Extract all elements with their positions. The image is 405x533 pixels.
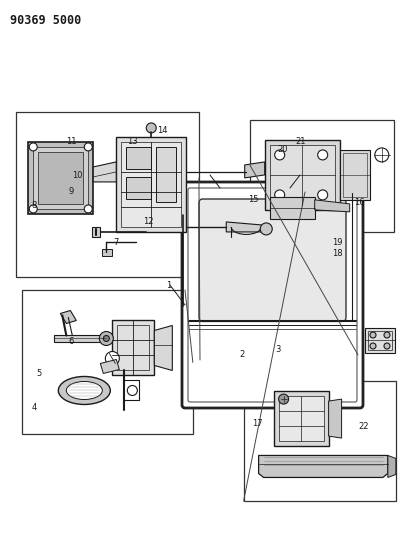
Bar xyxy=(342,153,366,197)
Text: 11: 11 xyxy=(66,137,76,146)
Polygon shape xyxy=(54,335,106,343)
Circle shape xyxy=(369,343,375,349)
Text: 18: 18 xyxy=(331,249,341,257)
Circle shape xyxy=(29,143,37,151)
Bar xyxy=(28,142,93,214)
Bar xyxy=(243,381,395,501)
Text: 5: 5 xyxy=(36,369,41,377)
Text: 13: 13 xyxy=(126,137,137,146)
Text: 2: 2 xyxy=(239,350,243,359)
Circle shape xyxy=(127,385,137,395)
FancyBboxPatch shape xyxy=(198,199,345,321)
Text: 3: 3 xyxy=(275,345,280,353)
Polygon shape xyxy=(328,399,341,438)
Bar xyxy=(121,142,181,227)
Polygon shape xyxy=(244,162,264,178)
Circle shape xyxy=(99,332,113,345)
Bar xyxy=(126,177,151,199)
Bar xyxy=(117,326,149,370)
Polygon shape xyxy=(387,455,395,478)
Circle shape xyxy=(103,335,109,342)
Text: 20: 20 xyxy=(276,145,287,154)
Polygon shape xyxy=(258,455,387,478)
Bar xyxy=(38,152,83,204)
Bar xyxy=(22,290,192,434)
FancyBboxPatch shape xyxy=(181,182,362,408)
Circle shape xyxy=(29,205,37,213)
Circle shape xyxy=(105,351,119,366)
Text: 14: 14 xyxy=(157,126,167,135)
Text: 17: 17 xyxy=(252,419,262,428)
Text: 7: 7 xyxy=(113,238,118,247)
Bar xyxy=(269,197,314,219)
Bar xyxy=(126,147,151,169)
Polygon shape xyxy=(60,311,76,324)
Circle shape xyxy=(260,223,272,235)
Bar xyxy=(16,112,198,277)
Text: 15: 15 xyxy=(248,196,258,204)
Ellipse shape xyxy=(58,376,110,405)
Text: 10: 10 xyxy=(72,172,82,180)
Circle shape xyxy=(317,150,327,160)
Bar xyxy=(278,396,323,441)
Bar xyxy=(269,145,334,205)
Circle shape xyxy=(278,394,288,404)
Bar xyxy=(339,150,369,200)
Circle shape xyxy=(84,143,92,151)
Text: 8: 8 xyxy=(32,201,37,209)
Bar xyxy=(92,227,100,237)
Polygon shape xyxy=(226,222,266,232)
Circle shape xyxy=(383,343,389,349)
Bar xyxy=(112,320,154,375)
Bar xyxy=(367,331,391,350)
Text: 16: 16 xyxy=(353,198,364,207)
Circle shape xyxy=(383,332,389,338)
Circle shape xyxy=(374,148,388,162)
Bar xyxy=(364,328,394,353)
Text: 12: 12 xyxy=(143,217,153,225)
Circle shape xyxy=(84,205,92,213)
Bar xyxy=(273,391,328,446)
Circle shape xyxy=(274,150,284,160)
Text: 1: 1 xyxy=(166,281,171,289)
Bar xyxy=(116,137,186,232)
Ellipse shape xyxy=(66,382,102,400)
Bar xyxy=(102,249,112,256)
Bar xyxy=(264,140,339,210)
Text: 90369 5000: 90369 5000 xyxy=(10,14,81,27)
Bar xyxy=(33,147,88,209)
Bar xyxy=(156,147,176,202)
Text: 22: 22 xyxy=(357,422,368,431)
Circle shape xyxy=(146,123,156,133)
Text: 19: 19 xyxy=(331,238,341,247)
Text: 21: 21 xyxy=(294,137,305,146)
Text: 4: 4 xyxy=(32,403,37,412)
Text: 9: 9 xyxy=(68,188,73,196)
Polygon shape xyxy=(93,162,116,182)
Circle shape xyxy=(317,190,327,200)
Circle shape xyxy=(369,332,375,338)
Bar xyxy=(249,120,393,232)
Circle shape xyxy=(274,190,284,200)
Text: 6: 6 xyxy=(68,337,74,345)
Polygon shape xyxy=(100,359,119,374)
Polygon shape xyxy=(314,200,349,212)
Polygon shape xyxy=(154,326,172,370)
